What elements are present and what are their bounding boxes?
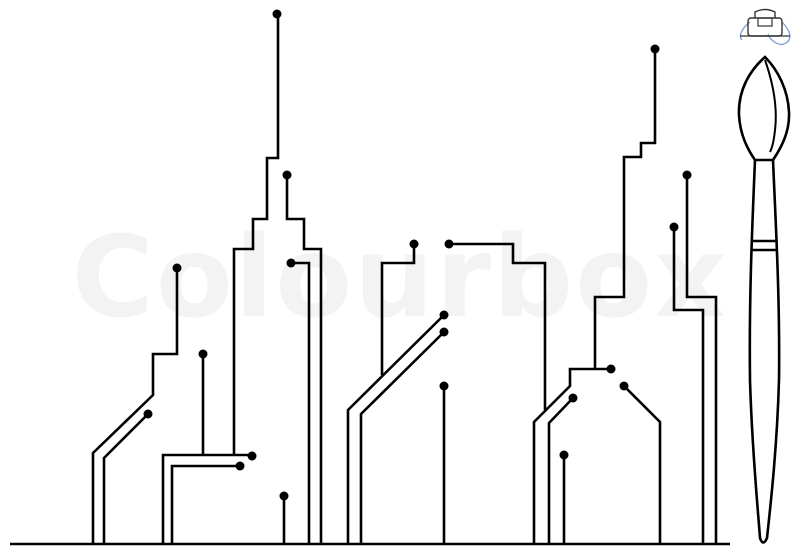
tower-tall (232, 9, 323, 544)
building-middle (346, 239, 547, 544)
building-low (161, 349, 257, 544)
paintbrush-icon (737, 55, 791, 544)
building-left (91, 263, 182, 544)
watermark: Colourbox (0, 222, 800, 334)
building-right (532, 44, 718, 544)
bag-icon (739, 8, 791, 45)
